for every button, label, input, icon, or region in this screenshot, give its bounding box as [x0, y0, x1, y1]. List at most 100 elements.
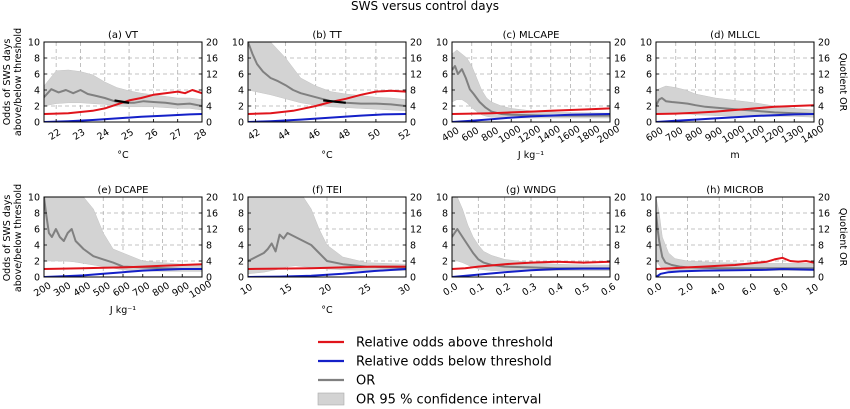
x-tick-label: 800 [151, 280, 172, 299]
x-tick-label: 0.2 [494, 281, 513, 298]
panel-3: 4006008001000120014001600180020000246810… [436, 30, 626, 161]
axes-frame [247, 41, 407, 123]
y-tick-label: 4 [646, 86, 652, 97]
y-tick-label: 10 [28, 38, 40, 49]
legend-swatch-patch [317, 392, 345, 406]
y2-tick-label: 0 [818, 273, 824, 284]
x-axis-label: J kg⁻¹ [109, 305, 136, 316]
y2-tick-label: 16 [818, 54, 830, 65]
ci-band [248, 42, 406, 112]
y2-tick-label: 8 [410, 241, 416, 252]
legend-entry: Relative odds above threshold [318, 336, 553, 351]
y2-tick-label: 0 [206, 273, 212, 284]
panel-title: (f) TEI [312, 185, 342, 196]
x-tick-label: 4.0 [709, 281, 728, 298]
y-tick-label: 6 [646, 225, 652, 236]
x-tick-label: 0.5 [573, 281, 592, 298]
x-tick-label: 0.1 [468, 281, 487, 298]
x-axis-label: m [730, 150, 739, 161]
y2-tick-label: 20 [818, 193, 830, 204]
plot-area [248, 42, 406, 122]
y-tick-label: 2 [442, 102, 448, 113]
y2-tick-label: 20 [410, 38, 422, 49]
y-tick-label: 10 [28, 193, 40, 204]
x-tick-label: 28 [193, 127, 209, 143]
x-tick-label: 15 [278, 282, 294, 298]
y2-tick-label: 8 [410, 86, 416, 97]
y-tick-label: 8 [34, 209, 40, 220]
panel-7: 0.0 0.1 0.2 0.3 0.4 0.5 0.60246810048121620(g)… [436, 185, 626, 299]
panel-title: (b) TT [312, 30, 342, 41]
ci-band [656, 197, 814, 271]
y2-tick-label: 16 [818, 209, 830, 220]
x-tick-label: 25 [357, 282, 373, 298]
y-tick-label: 0 [34, 118, 40, 129]
y-tick-label: 0 [238, 118, 244, 129]
y2-tick-label: 12 [410, 70, 422, 81]
y2-tick-label: 16 [614, 54, 626, 65]
panel-title: (g) WNDG [506, 185, 556, 196]
panel-title: (c) MLCAPE [503, 30, 560, 41]
x-tick-label: 30 [397, 282, 413, 298]
y2-tick-label: 16 [206, 209, 218, 220]
y-tick-label: 0 [646, 118, 652, 129]
y-tick-label: 4 [442, 86, 448, 97]
y-tick-label: 0 [442, 118, 448, 129]
y-tick-label: 8 [646, 54, 652, 65]
y2-tick-label: 16 [410, 209, 422, 220]
plot-area [452, 197, 610, 277]
series-line-relative-odds-above-threshold [452, 260, 610, 270]
y2-tick-label: 8 [818, 241, 824, 252]
x-tick-label: 44 [276, 127, 292, 143]
series-line-or [656, 97, 814, 115]
y-tick-label: 10 [436, 38, 448, 49]
x-tick-label: 0.4 [547, 281, 566, 298]
x-tick-label: 900 [170, 280, 191, 299]
y-tick-label: 0 [34, 273, 40, 284]
ci-band [44, 197, 202, 272]
series-line-relative-odds-above-threshold [656, 256, 814, 270]
x-tick-label: 23 [71, 127, 87, 143]
legend-label: OR 95 % confidence interval [356, 393, 541, 408]
x-axis-label: °C [117, 150, 129, 161]
x-tick-label: 42 [246, 127, 262, 143]
y-tick-label: 0 [442, 273, 448, 284]
left-axis-label-top: Odds of SWS days above/below threshold [2, 28, 24, 136]
series-line-or [44, 88, 202, 107]
y2-tick-label: 12 [818, 70, 830, 81]
x-tick-label: 22 [47, 127, 63, 143]
y-tick-label: 4 [34, 241, 40, 252]
ci-band [452, 197, 610, 271]
x-tick-label: 52 [397, 127, 413, 143]
series-line-relative-odds-above-threshold [248, 89, 406, 115]
y-tick-label: 6 [34, 225, 40, 236]
x-tick-label: 700 [664, 125, 685, 144]
series-line-crossing [323, 99, 346, 104]
y-tick-label: 6 [34, 70, 40, 81]
series-line-or [452, 228, 610, 270]
plot-area [656, 85, 814, 122]
figure-title: SWS versus control days [351, 0, 499, 13]
y2-tick-label: 4 [206, 102, 212, 113]
series-line-relative-odds-above-threshold [452, 107, 610, 115]
y-tick-label: 10 [640, 193, 652, 204]
y-tick-label: 10 [232, 193, 244, 204]
left-axis-label-line1: Odds of SWS days [2, 195, 13, 282]
x-tick-label: 10 [805, 282, 821, 298]
ci-band [44, 69, 202, 111]
y-tick-label: 10 [640, 38, 652, 49]
y2-tick-label: 20 [206, 38, 218, 49]
y-tick-label: 4 [238, 241, 244, 252]
legend-label: OR [356, 374, 375, 389]
x-axis-label: J kg⁻¹ [517, 150, 544, 161]
legend-label: Relative odds below threshold [356, 355, 552, 370]
left-axis-label-line2: above/below threshold [13, 184, 24, 292]
panel-title: (a) VT [108, 30, 139, 41]
left-axis-label-line2: above/below threshold [13, 28, 24, 136]
y2-tick-label: 8 [818, 86, 824, 97]
y2-tick-label: 12 [206, 70, 218, 81]
panel-title: (h) MICROB [706, 185, 764, 196]
x-tick-label: 27 [168, 127, 184, 143]
